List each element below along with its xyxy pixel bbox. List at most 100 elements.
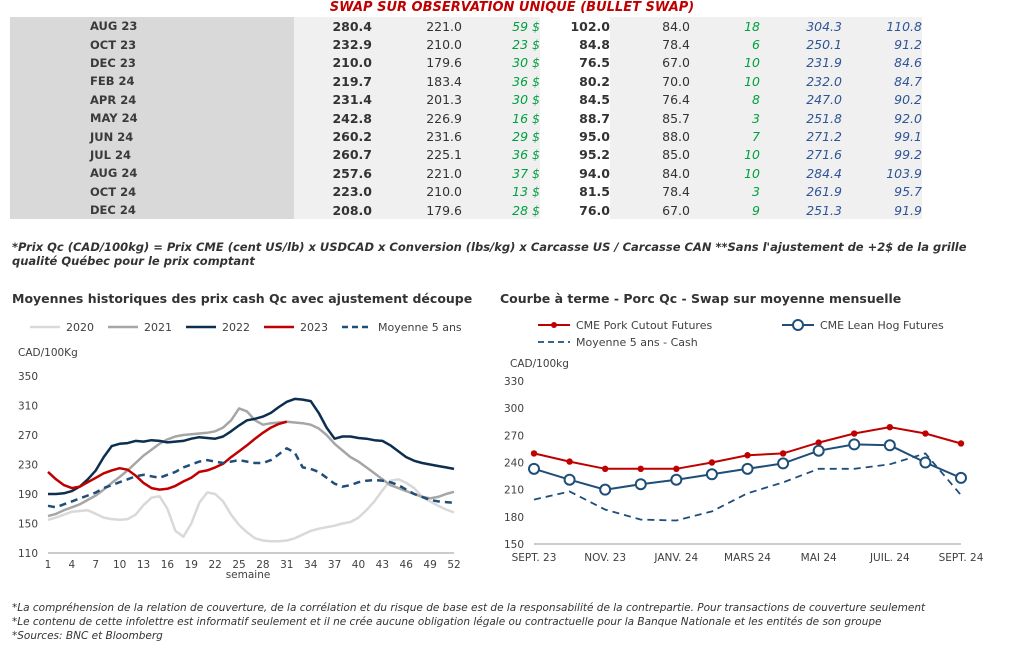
x-tick-label: 25 [232, 559, 245, 571]
table-cell: 70.0 [610, 72, 690, 91]
table-cell: 103.9 [842, 164, 922, 183]
table-cell: 179.6 [372, 200, 462, 220]
y-axis-label: CAD/100Kg [18, 347, 78, 359]
table-row: OCT 24 223.0 210.0 13 $81.5 78.4 3 261.9 95.7 [10, 182, 922, 201]
table-cell: 8 [690, 90, 760, 109]
swap-table: AUG 23 280.4 221.0 59 $102.0 84.0 18 304.3 110.… [10, 17, 922, 220]
table-cell: DEC 24 [10, 200, 294, 220]
data-point [599, 483, 612, 496]
x-tick-label: 46 [400, 559, 414, 571]
table-cell: 250.1 [760, 35, 842, 54]
data-point [922, 430, 929, 437]
table-cell: 90.2 [842, 90, 922, 109]
y-tick-label: 150 [504, 539, 524, 551]
table-cell: 221.0 [372, 17, 462, 36]
data-point [566, 458, 573, 465]
data-point [886, 423, 894, 431]
table-cell: 183.4 [372, 72, 462, 91]
table-row: OCT 23 232.9 210.0 23 $84.8 78.4 6 250.1 91.2 [10, 35, 922, 54]
table-cell: 10 [690, 53, 760, 73]
table-cell: 84.0 [610, 17, 690, 36]
table-row: MAY 24 242.8 226.9 16 $88.7 85.7 3 251.8 92.0 [10, 108, 922, 128]
data-point [815, 439, 822, 446]
footer-line-2: *Le contenu de cette infolettre est info… [12, 616, 882, 628]
legend-marker [792, 319, 804, 331]
table-cell: JUN 24 [10, 127, 294, 146]
data-point [741, 462, 754, 475]
data-point [812, 444, 825, 457]
table-cell: 284.4 [760, 164, 842, 183]
table-cell: 85.7 [610, 108, 690, 128]
x-tick-label: 49 [423, 559, 436, 571]
table-cell: 88.0 [610, 127, 690, 146]
table-cell: 30 $ [462, 90, 540, 109]
y-tick-label: 330 [504, 376, 524, 388]
table-cell: 231.4 [294, 90, 372, 109]
table-cell: 36 $ [462, 145, 540, 165]
table-cell: 225.1 [372, 145, 462, 165]
table-cell: 251.8 [760, 108, 842, 128]
table-cell: 7 [690, 127, 760, 146]
table-cell: 232.9 [294, 35, 372, 54]
data-point [670, 473, 683, 486]
table-cell: 260.2 [294, 127, 372, 146]
series-line [533, 452, 962, 522]
table-cell: 59 $ [462, 17, 540, 36]
table-cell: OCT 23 [10, 35, 294, 54]
x-tick-label: NOV. 23 [584, 552, 626, 564]
x-tick-label: 31 [280, 559, 293, 571]
table-cell: 85.0 [610, 145, 690, 165]
y-tick-label: 300 [504, 403, 524, 415]
y-tick-label: 270 [504, 430, 524, 442]
table-row: DEC 23 210.0 179.6 30 $76.5 67.0 10 231.9 84.6 [10, 53, 922, 73]
data-point [744, 452, 751, 459]
x-tick-label: 28 [256, 559, 269, 571]
table-cell: 80.2 [540, 72, 610, 91]
table-cell: 231.6 [372, 127, 462, 146]
data-point [848, 438, 861, 451]
series-line [47, 478, 455, 543]
table-cell: 84.6 [842, 53, 922, 73]
table-cell: 201.3 [372, 90, 462, 109]
table-cell: 88.7 [540, 108, 610, 128]
table-cell: 210.0 [372, 182, 462, 201]
table-cell: 247.0 [760, 90, 842, 109]
series-line [47, 407, 455, 518]
x-tick-label: 7 [92, 559, 99, 571]
table-row: APR 24 231.4 201.3 30 $84.5 76.4 8 247.0 90.2 [10, 90, 922, 109]
table-cell: 78.4 [610, 35, 690, 54]
table-cell: 13 $ [462, 182, 540, 201]
table-cell: 84.8 [540, 35, 610, 54]
table-cell: 99.1 [842, 127, 922, 146]
data-point [883, 439, 896, 452]
table-cell: 10 [690, 145, 760, 165]
x-tick-label: SEPT. 23 [512, 552, 557, 564]
x-tick-label: 43 [376, 559, 389, 571]
y-tick-label: 350 [18, 371, 38, 383]
table-cell: 95.7 [842, 182, 922, 201]
table-cell: 102.0 [540, 17, 610, 36]
table-cell: 78.4 [610, 182, 690, 201]
x-tick-label: 19 [185, 559, 198, 571]
table-cell: OCT 24 [10, 182, 294, 201]
x-tick-label: 13 [137, 559, 150, 571]
x-tick-label: 10 [113, 559, 126, 571]
table-cell: 10 [690, 164, 760, 183]
x-tick-label: SEPT. 24 [939, 552, 984, 564]
table-cell: 210.0 [294, 53, 372, 73]
table-cell: 179.6 [372, 53, 462, 73]
y-tick-label: 110 [18, 548, 38, 560]
table-cell: FEB 24 [10, 72, 294, 91]
table-cell: JUL 24 [10, 145, 294, 165]
legend-label: Moyenne 5 ans [378, 321, 462, 334]
table-cell: 95.0 [540, 127, 610, 146]
table-row: JUN 24 260.2 231.6 29 $95.0 88.0 7 271.2 99.1 [10, 127, 922, 146]
y-tick-label: 310 [18, 401, 38, 413]
table-cell: 110.8 [842, 17, 922, 36]
x-tick-label: 37 [328, 559, 341, 571]
x-tick-label: 16 [161, 559, 175, 571]
x-tick-label: MAI 24 [801, 552, 837, 564]
data-point [919, 456, 932, 469]
table-row: FEB 24 219.7 183.4 36 $80.2 70.0 10 232.0 84.7 [10, 72, 922, 91]
chart1-title: Moyennes historiques des prix cash Qc av… [12, 291, 473, 306]
